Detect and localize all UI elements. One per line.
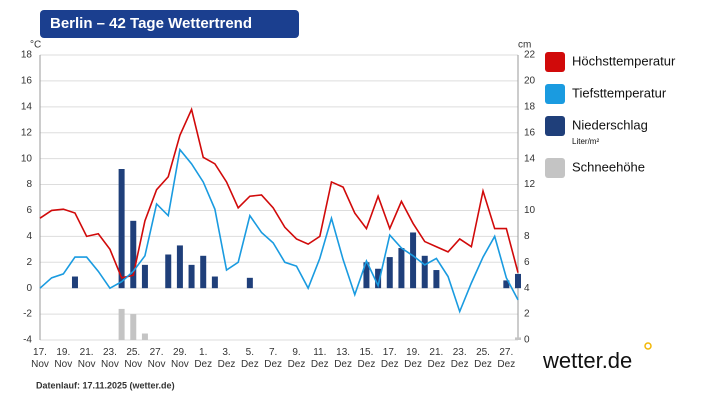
- bar: [188, 264, 195, 289]
- bar: [410, 232, 417, 289]
- y-tick-label: 4: [26, 231, 32, 242]
- bar: [118, 308, 125, 340]
- y-tick-label: 6: [26, 205, 32, 216]
- x-tick-label: 25. Dez: [474, 347, 492, 370]
- y-tick-label: 8: [26, 179, 32, 190]
- x-tick-label: 17. Nov: [31, 347, 49, 370]
- legend-unit: Liter/m²: [572, 137, 599, 146]
- x-tick-label: 27. Dez: [497, 347, 516, 370]
- bar: [71, 276, 78, 289]
- y2-tick-label: 12: [524, 179, 536, 190]
- bar: [386, 257, 393, 289]
- legend-swatch: [545, 158, 565, 178]
- bar: [515, 337, 521, 340]
- y-tick-label: 0: [26, 283, 32, 294]
- x-tick-label: 9. Dez: [287, 347, 306, 370]
- bar: [503, 280, 510, 289]
- line: [39, 147, 519, 314]
- y2-tick-label: 16: [524, 127, 536, 138]
- legend-label: Niederschlag: [572, 117, 648, 132]
- legend-swatch: [545, 52, 565, 72]
- x-tick-label: 7. Dez: [264, 347, 283, 370]
- y2-tick-label: 0: [524, 335, 530, 346]
- y-tick-label: 12: [21, 127, 33, 138]
- y-tick-label: -2: [23, 309, 32, 320]
- bar: [211, 276, 218, 289]
- footer: Datenlauf: 17.11.2025 (wetter.de): [36, 380, 175, 390]
- logo-dot: [644, 342, 652, 350]
- x-tick-label: 1. Dez: [194, 347, 213, 370]
- legend-label: Schneehöhe: [572, 159, 645, 174]
- bar: [141, 333, 148, 340]
- y-tick-label: 14: [21, 101, 33, 112]
- bar: [375, 268, 382, 289]
- x-tick-label: 11. Dez: [310, 347, 329, 370]
- x-tick-label: 19. Dez: [404, 347, 422, 370]
- x-tick-label: 17. Dez: [380, 347, 399, 370]
- y2-tick-label: 8: [524, 231, 530, 242]
- x-tick-label: 15. Dez: [357, 347, 376, 370]
- x-tick-label: 3. Dez: [217, 347, 236, 370]
- y-tick-label: -4: [23, 335, 32, 346]
- x-tick-label: 21. Dez: [427, 347, 446, 370]
- bar: [200, 255, 207, 289]
- bar: [515, 273, 521, 289]
- chart-title: Berlin – 42 Tage Wettertrend: [50, 15, 252, 32]
- y2-tick-label: 22: [524, 50, 536, 61]
- bar: [141, 264, 148, 289]
- bar: [176, 245, 183, 289]
- bar: [118, 169, 125, 289]
- y2-tick-label: 18: [524, 101, 536, 112]
- logo: wetter.de: [542, 348, 632, 373]
- y-tick-label: 2: [26, 257, 32, 268]
- y2-tick-label: 4: [524, 283, 530, 294]
- legend-label: Höchsttemperatur: [572, 53, 676, 68]
- bar: [433, 270, 440, 289]
- legend-label: Tiefsttemperatur: [572, 85, 667, 100]
- x-tick-label: 23. Nov: [101, 347, 119, 370]
- bar: [130, 220, 137, 289]
- bar: [398, 248, 405, 289]
- x-tick-label: 19. Nov: [54, 347, 73, 370]
- x-tick-label: 5. Dez: [240, 347, 259, 370]
- bar: [130, 314, 137, 340]
- y2-tick-label: 10: [524, 205, 536, 216]
- y-tick-label: 16: [21, 76, 33, 87]
- y2-label: cm: [518, 40, 531, 51]
- legend-swatch: [545, 116, 565, 136]
- x-tick-label: 25. Nov: [124, 347, 143, 370]
- y2-tick-label: 6: [524, 257, 530, 268]
- y-tick-label: 18: [21, 50, 33, 61]
- title-box: [40, 10, 299, 38]
- x-tick-label: 27. Nov: [147, 347, 166, 370]
- bar: [421, 255, 428, 289]
- y2-tick-label: 2: [524, 309, 530, 320]
- bar: [363, 262, 370, 289]
- bar: [246, 277, 253, 289]
- bar: [165, 254, 172, 289]
- x-tick-label: 21. Nov: [77, 347, 96, 370]
- y-label: °C: [30, 40, 41, 51]
- y2-tick-label: 20: [524, 76, 536, 87]
- y2-tick-label: 14: [524, 153, 536, 164]
- x-tick-label: 23. Dez: [450, 347, 469, 370]
- y-tick-label: 10: [21, 153, 33, 164]
- legend-swatch: [545, 84, 565, 104]
- line: [39, 106, 519, 279]
- x-tick-label: 13. Dez: [334, 347, 352, 370]
- x-tick-label: 29. Nov: [170, 347, 189, 370]
